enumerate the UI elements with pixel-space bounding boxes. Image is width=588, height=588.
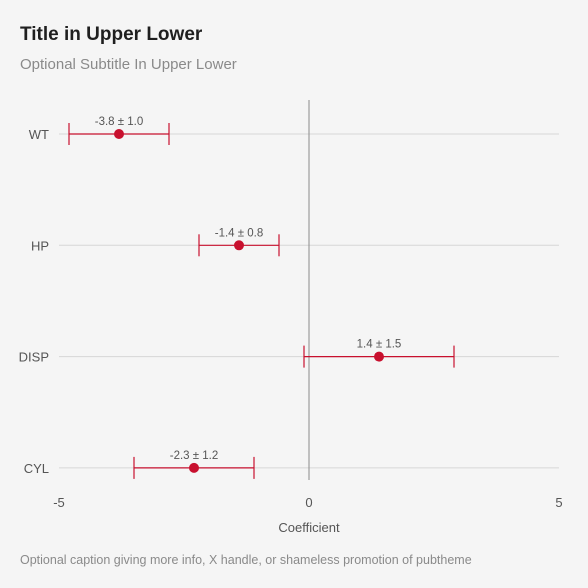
point-wt — [114, 129, 124, 139]
x-axis-label: Coefficient — [278, 520, 340, 535]
x-tick-label: -5 — [53, 495, 65, 510]
data-label-disp: 1.4 ± 1.5 — [357, 339, 402, 351]
data-label-wt: -3.8 ± 1.0 — [95, 116, 144, 128]
chart-title: Title in Upper Lower — [20, 24, 203, 45]
chart-subtitle: Optional Subtitle In Upper Lower — [20, 56, 237, 73]
x-tick-label: 0 — [305, 495, 312, 510]
point-hp — [234, 240, 244, 251]
data-label-hp: -1.4 ± 0.8 — [215, 227, 264, 239]
coefficient-cyl: -2.3 ± 1.2 — [133, 450, 255, 479]
point-cyl — [189, 462, 199, 473]
y-tick-label-hp: HP — [31, 238, 49, 253]
y-tick-label-disp: DISP — [19, 350, 49, 365]
data-label-cyl: -2.3 ± 1.2 — [170, 450, 219, 462]
y-tick-label-cyl: CYL — [24, 461, 49, 476]
x-tick-label: 5 — [555, 495, 562, 510]
coefficient-hp: -1.4 ± 0.8 — [198, 227, 280, 257]
y-tick-label-wt: WT — [29, 127, 49, 142]
point-disp — [374, 351, 384, 362]
coefficient-wt: -3.8 ± 1.0 — [68, 116, 170, 145]
coefficient-disp: 1.4 ± 1.5 — [303, 339, 455, 368]
chart-caption: Optional caption giving more info, X han… — [20, 553, 472, 567]
